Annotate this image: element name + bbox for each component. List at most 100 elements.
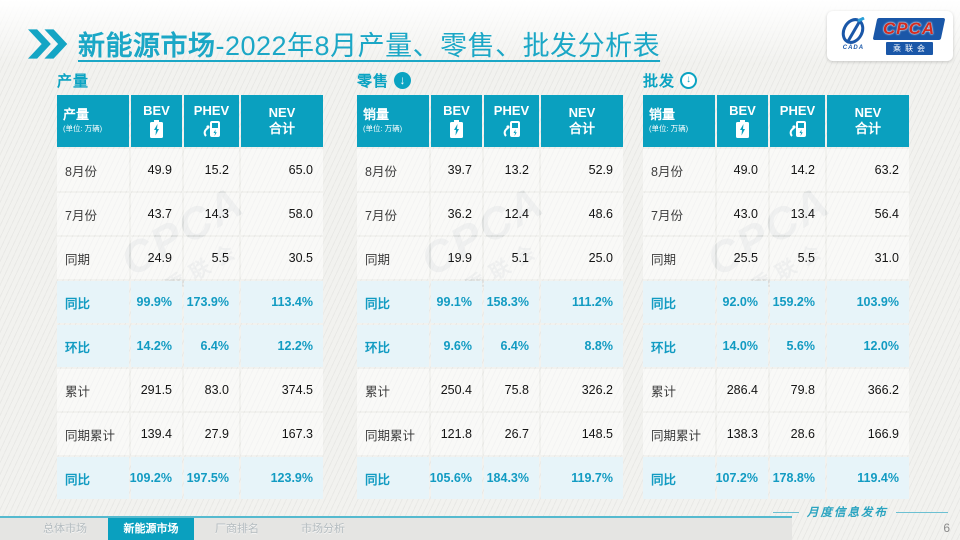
cell-value: 139.4	[131, 413, 182, 455]
row-label: 7月份	[57, 193, 129, 235]
cell-value: 166.9	[827, 413, 909, 455]
cell-value: 43.0	[717, 193, 768, 235]
row-label: 环比	[643, 325, 715, 367]
cell-value: 14.0%	[717, 325, 768, 367]
cell-value: 63.2	[827, 149, 909, 191]
cell-value: 286.4	[717, 369, 768, 411]
table-row: 7月份 43.0 13.4 56.4	[643, 193, 909, 235]
measure-label: 产量	[63, 106, 90, 122]
footer-tab-strip: 总体市场 新能源市场 厂商排名 市场分析	[0, 518, 792, 540]
row-label: 同比	[643, 457, 715, 499]
cell-value: 12.0%	[827, 325, 909, 367]
cell-value: 105.6%	[430, 457, 482, 499]
cell-value: 148.5	[541, 413, 623, 455]
cpca-label: CPCA	[883, 18, 936, 38]
cada-label: CADA	[842, 45, 865, 51]
header-bev-cell: BEV	[131, 95, 182, 147]
cell-value: 65.0	[241, 149, 323, 191]
footer-caption: 月度信息发布	[773, 504, 948, 520]
cell-value: 25.0	[541, 237, 623, 279]
cell-value: 184.3%	[484, 457, 539, 499]
cell-value: 107.2%	[716, 457, 768, 499]
cell-value: 39.7	[431, 149, 482, 191]
cell-value: 6.4%	[484, 325, 539, 367]
measure-label: 销量	[649, 106, 676, 122]
cell-value: 159.2%	[770, 281, 825, 323]
cell-value: 83.0	[184, 369, 239, 411]
cell-value: 103.9%	[827, 281, 909, 323]
cell-value: 25.5	[717, 237, 768, 279]
cell-value: 158.3%	[484, 281, 539, 323]
cada-emblem-icon: CADA	[836, 17, 870, 55]
title-row: 新能源市场-2022年8月产量、零售、批发分析表	[28, 24, 660, 63]
table-row: 同比 99.9% 173.9% 113.4%	[57, 281, 323, 323]
page-title-rest: -2022年8月产量、零售、批发分析表	[215, 31, 661, 61]
tab-nev-market[interactable]: 新能源市场	[108, 518, 194, 540]
table-row: 同比 107.2% 178.8% 119.4%	[643, 457, 909, 499]
cell-value: 99.9%	[131, 281, 182, 323]
tab-oem-ranking[interactable]: 厂商排名	[215, 523, 259, 535]
cell-value: 119.7%	[541, 457, 623, 499]
header-phev-cell: PHEV	[484, 95, 539, 147]
cell-value: 92.0%	[717, 281, 768, 323]
cell-value: 123.9%	[241, 457, 323, 499]
cell-value: 197.5%	[184, 457, 239, 499]
row-label: 同期累计	[357, 413, 429, 455]
table-row: 同期 19.9 5.1 25.0	[357, 237, 623, 279]
production-section-title: 产量	[57, 70, 323, 90]
row-label: 环比	[357, 325, 429, 367]
cell-value: 27.9	[184, 413, 239, 455]
header-nev-cell: NEV 合计	[541, 95, 623, 147]
cell-value: 31.0	[827, 237, 909, 279]
table-row: 累计 250.4 75.8 326.2	[357, 369, 623, 411]
cpca-logo: CADA CPCA 乘联会	[827, 11, 953, 61]
retail-section-label: 零售	[357, 72, 390, 90]
cell-value: 109.2%	[130, 457, 182, 499]
cell-value: 6.4%	[184, 325, 239, 367]
cell-value: 8.8%	[541, 325, 623, 367]
cell-value: 75.8	[484, 369, 539, 411]
table-header-row: 销量 (单位: 万辆) BEV PHEV	[643, 95, 909, 147]
row-label: 同比	[357, 281, 429, 323]
tab-market-analysis[interactable]: 市场分析	[301, 523, 345, 535]
cell-value: 9.6%	[431, 325, 482, 367]
caption-text: 月度信息发布	[807, 505, 888, 519]
cell-value: 111.2%	[541, 281, 623, 323]
table-row: 8月份 49.0 14.2 63.2	[643, 149, 909, 191]
row-label: 同期	[643, 237, 715, 279]
table-row: 同比 105.6% 184.3% 119.7%	[357, 457, 623, 499]
table-row: 同比 99.1% 158.3% 111.2%	[357, 281, 623, 323]
row-label: 同比	[57, 281, 129, 323]
header-nev-cell: NEV 合计	[241, 95, 323, 147]
row-label: 同期	[357, 237, 429, 279]
cell-value: 366.2	[827, 369, 909, 411]
table-body: 8月份 49.9 15.2 65.0 7月份 43.7 14.3 58.0 同期 24.9 5.5 3…	[57, 149, 323, 499]
table-row: 8月份 49.9 15.2 65.0	[57, 149, 323, 191]
row-label: 7月份	[357, 193, 429, 235]
cell-value: 291.5	[131, 369, 182, 411]
header-nev-cell: NEV 合计	[827, 95, 909, 147]
retail-section-title: 零售	[357, 70, 623, 90]
cell-value: 5.1	[484, 237, 539, 279]
header-phev-cell: PHEV	[770, 95, 825, 147]
cell-value: 13.4	[770, 193, 825, 235]
header-bev-cell: BEV	[431, 95, 482, 147]
table-row: 累计 286.4 79.8 366.2	[643, 369, 909, 411]
wholesale-section-title: 批发	[643, 70, 909, 90]
footer-divider	[0, 516, 792, 518]
row-label: 同比	[643, 281, 715, 323]
row-label: 累计	[357, 369, 429, 411]
page-title-highlight: 新能源市场	[78, 31, 216, 61]
cell-value: 49.0	[717, 149, 768, 191]
production-section-label: 产量	[57, 72, 90, 90]
tab-overall-market[interactable]: 总体市场	[43, 523, 87, 535]
cell-value: 374.5	[241, 369, 323, 411]
cell-value: 178.8%	[770, 457, 825, 499]
table-header-row: 产量 (单位: 万辆) BEV PHEV	[57, 95, 323, 147]
footer-tabs: 总体市场 新能源市场 厂商排名 市场分析	[22, 518, 366, 540]
